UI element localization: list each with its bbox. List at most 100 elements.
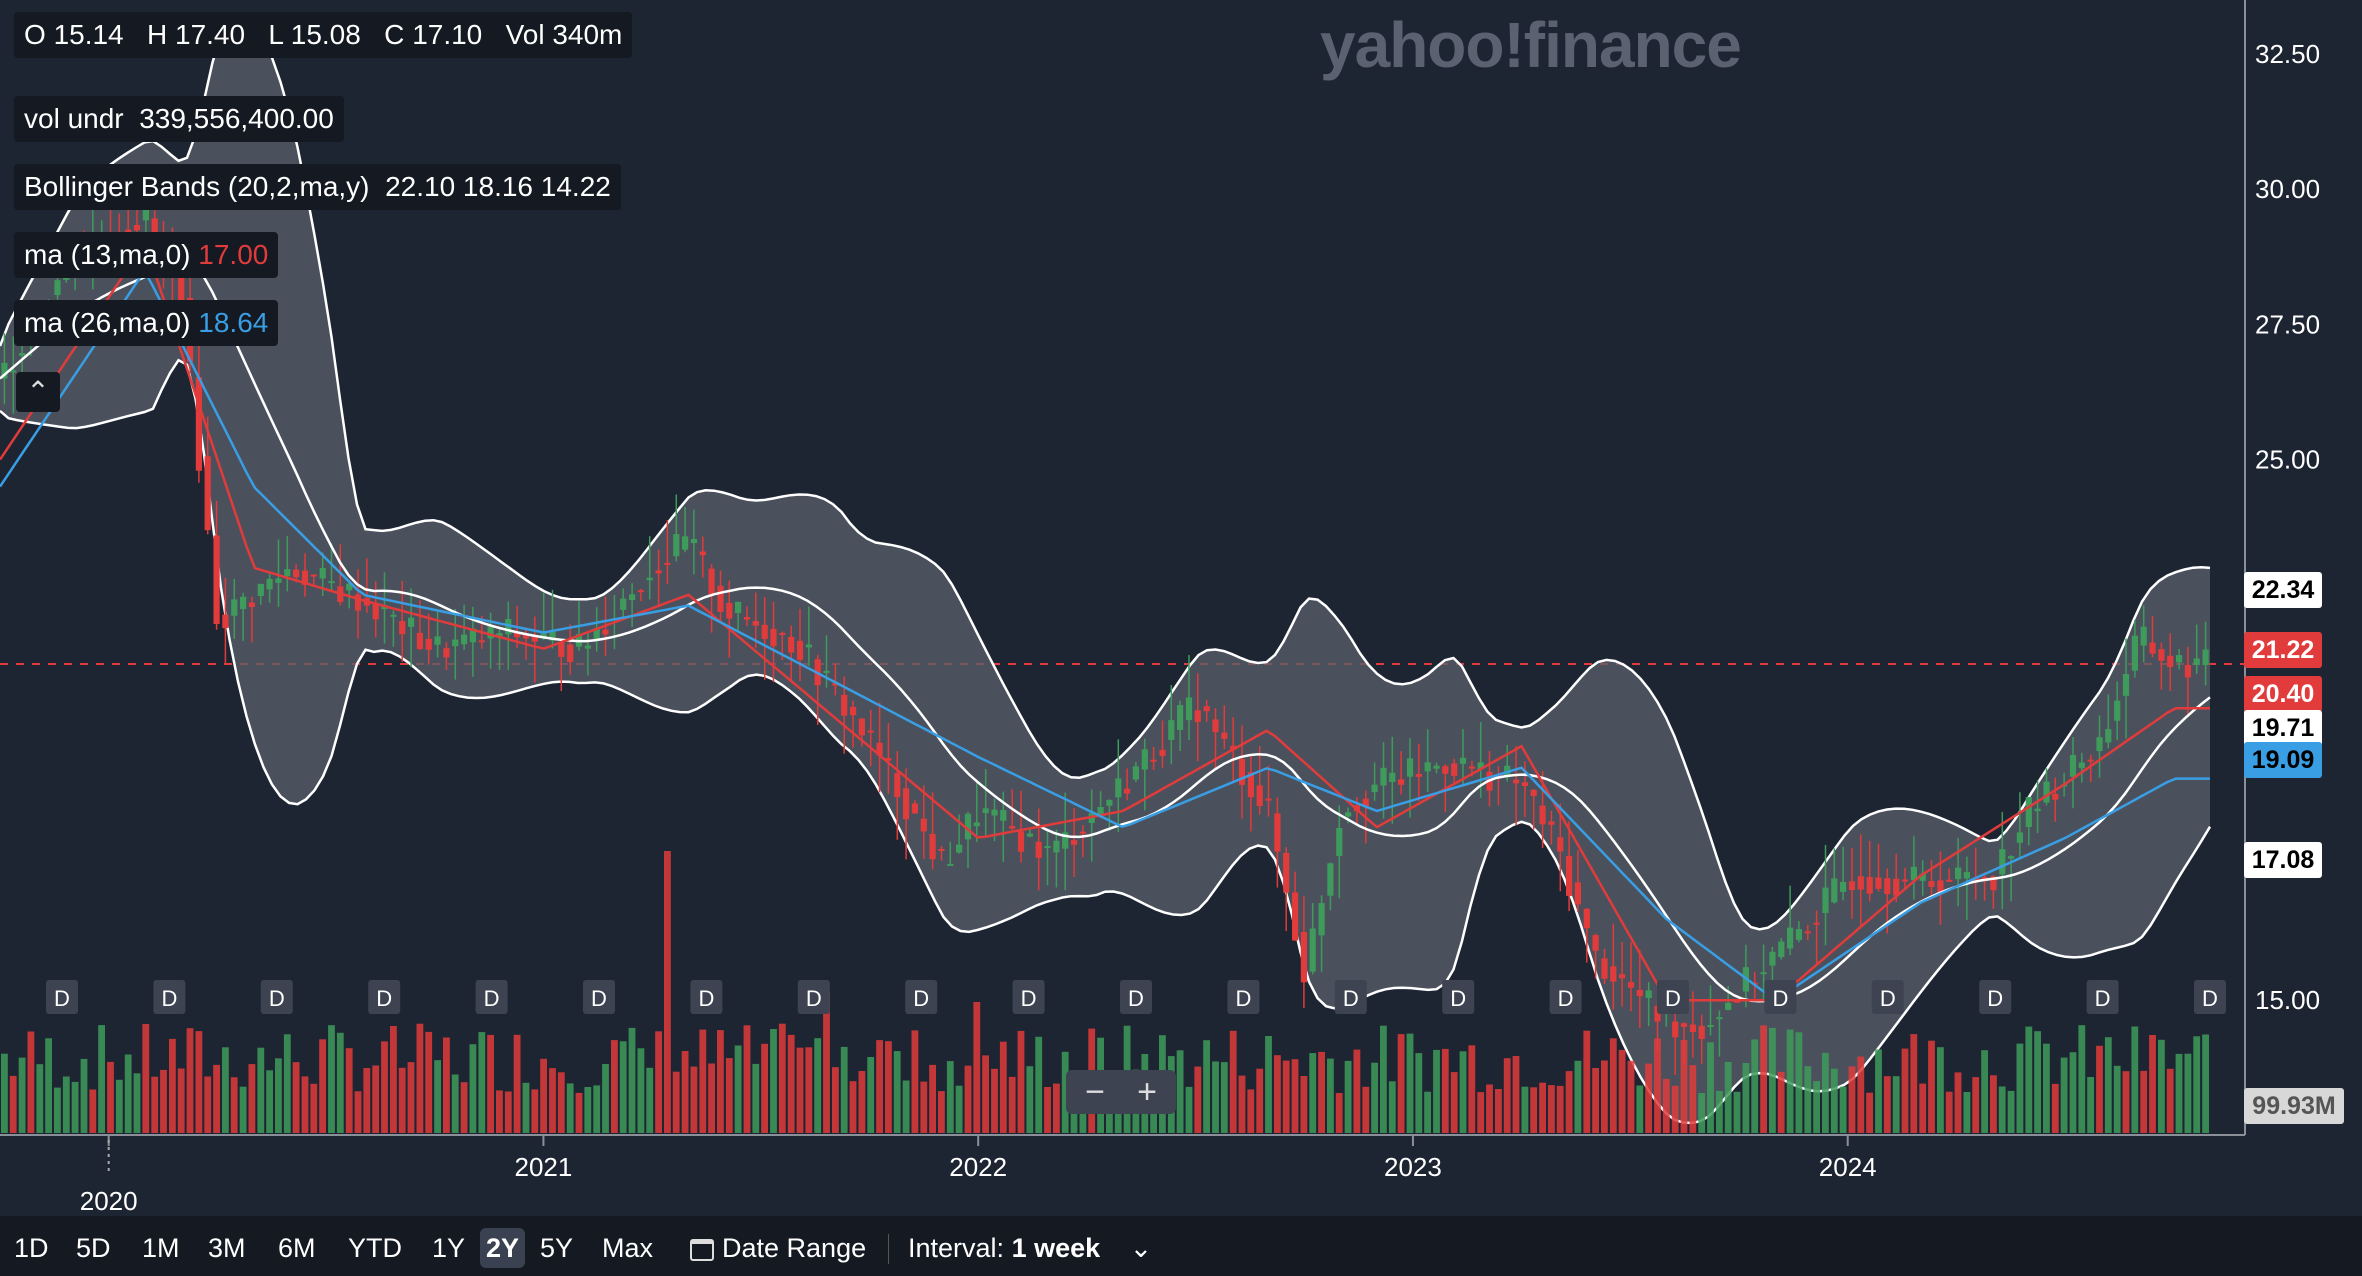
toolbar-divider [888,1234,889,1264]
dividend-marker[interactable]: D [1979,980,2012,1014]
volume-bar [407,1062,415,1133]
collapse-indicators-button[interactable]: ⌃ [16,372,60,412]
candle-body [372,603,379,620]
dividend-marker[interactable]: D [1764,980,1797,1014]
candle-body [885,758,892,761]
dividend-marker[interactable]: D [583,980,615,1014]
candle-body [1468,766,1475,769]
candle-body [796,640,804,660]
volume-tag: 99.93M [2244,1088,2344,1124]
volume-bar [478,1032,486,1133]
bollinger-readout[interactable]: Bollinger Bands (20,2,ma,y) 22.10 18.16 … [14,164,621,210]
volume-bar [222,1047,229,1133]
dividend-marker[interactable]: D [1012,980,1045,1014]
volume-bar [1724,1062,1732,1133]
dividend-marker[interactable]: D [1120,980,1152,1014]
dividend-marker[interactable]: D [797,980,830,1014]
timeframe-2y[interactable]: 2Y [480,1228,526,1268]
chevron-down-icon: ⌄ [1129,1233,1153,1263]
volume-bar [1556,1085,1564,1133]
timeframe-1m[interactable]: 1M [142,1233,180,1263]
candle-body [982,808,989,814]
ma13-readout[interactable]: ma (13,ma,0) 17.00 [14,232,279,278]
volume-bar [2034,1031,2041,1133]
date-range-button[interactable]: Date Range [690,1228,866,1268]
volume-bar [982,1055,989,1133]
volume-bar [54,1087,61,1133]
volume-bar [1901,1048,1909,1133]
dividend-marker-box [1120,980,1152,1014]
volume-bar [1981,1050,1988,1133]
volume-bar [469,1044,477,1133]
dividend-marker[interactable]: D [153,980,186,1014]
candle-body [717,585,724,612]
timeframe-ytd[interactable]: YTD [348,1233,402,1263]
volume-bar [611,1040,618,1133]
candle-body [1636,990,1643,997]
dividend-marker-box [583,980,615,1014]
candle-body [19,353,26,356]
dividend-marker-label: D [484,986,500,1011]
candle-body [1928,881,1935,887]
candle-body [222,614,229,629]
interval-select[interactable]: Interval: 1 week ⌄ [908,1233,1153,1263]
candle-body [867,730,874,733]
timeframe-6m[interactable]: 6M [278,1233,316,1263]
candle-body [1566,856,1573,896]
vol-undr-readout[interactable]: vol undr 339,556,400.00 [14,96,344,142]
volume-bar [1459,1051,1467,1133]
dividend-marker[interactable]: D [1442,980,1475,1014]
volume-bar [964,1065,972,1133]
candle-body [761,624,768,639]
dividend-marker[interactable]: D [46,980,78,1014]
dividend-marker[interactable]: D [2086,980,2119,1014]
volume-bar [169,1038,176,1133]
volume-bar [955,1085,963,1133]
dividend-marker[interactable]: D [1871,980,1904,1014]
candle-body [195,377,202,471]
dividend-marker[interactable]: D [1549,980,1582,1014]
dividend-marker-label: D [913,986,929,1011]
candle-body [1601,958,1608,979]
dividend-marker-label: D [1128,986,1144,1011]
candle-body [779,632,786,635]
volume-bar [1486,1084,1493,1133]
ma26-line [0,268,2210,1001]
dividend-marker[interactable]: D [475,980,508,1014]
timeframe-1d[interactable]: 1D [14,1233,49,1263]
volume-bar [734,1045,742,1133]
candle-body [1062,832,1069,849]
timeframe-max[interactable]: Max [602,1233,654,1263]
ma26-readout[interactable]: ma (26,ma,0) 18.64 [14,300,279,346]
dividend-marker[interactable]: D [905,980,938,1014]
dividend-marker-box [1227,980,1260,1014]
dividend-marker[interactable]: D [1334,980,1367,1014]
dividend-marker-label: D [1558,986,1574,1011]
volume-bar [1972,1077,1980,1133]
zoom-out-button[interactable]: − [1085,1073,1105,1111]
candle-body [1274,813,1281,852]
dividend-marker[interactable]: D [690,980,723,1014]
candle-body [1707,1025,1714,1028]
volume-bar [2131,1026,2139,1133]
candle-body [1477,762,1484,770]
timeframe-1y[interactable]: 1Y [432,1233,466,1263]
dividend-marker[interactable]: D [1227,980,1260,1014]
candle-body [1230,745,1237,751]
volume-bar [902,1080,910,1133]
timeframe-5d[interactable]: 5D [76,1233,111,1263]
candle-body [655,570,662,574]
timeframe-5y[interactable]: 5Y [540,1233,574,1263]
dividend-marker-label: D [698,986,714,1011]
volume-bar [699,1029,707,1133]
dividend-marker[interactable]: D [260,980,293,1014]
volume-bar [363,1068,371,1133]
dividend-marker[interactable]: D [2194,980,2226,1014]
zoom-in-button[interactable]: + [1137,1073,1157,1111]
volume-bar [832,1067,839,1133]
timeframe-3m[interactable]: 3M [208,1233,246,1263]
dividend-marker[interactable]: D [1657,980,1689,1014]
candle-body [1283,852,1290,893]
dividend-marker[interactable]: D [368,980,401,1014]
